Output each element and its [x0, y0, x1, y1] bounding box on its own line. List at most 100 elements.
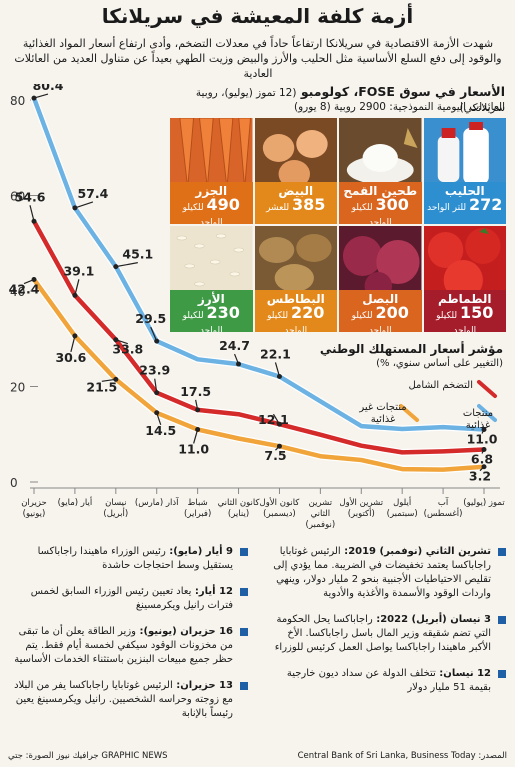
data-point — [154, 410, 160, 416]
data-label: 14.5 — [145, 423, 176, 438]
data-point — [72, 292, 78, 298]
data-point — [31, 218, 37, 224]
cpi-line-chart: 0 20 40 60 80 80.4 57.4 45.1 29.5 24.7 22.1 11.0 54… — [9, 84, 500, 494]
price-tile: طحين القمح 300 للكيلو الواحد — [339, 118, 422, 224]
events-right-column: تشرين الثاني (نوفمبر) 2019: الرئيس غوتاب… — [264, 542, 509, 704]
data-label: 17.5 — [180, 384, 211, 399]
event-text: راجاباكسا يحل الحكومة التي تضم شقيقه وزي… — [274, 614, 491, 653]
product-unit: للكيلو الواحد — [351, 203, 392, 224]
x-tick-label: شباط (فبراير) — [183, 498, 212, 519]
label-leader — [115, 262, 138, 268]
bullet-icon — [498, 616, 506, 624]
source-note: المصدر: Central Bank of Sri Lanka, Busin… — [297, 751, 507, 761]
y-tick-label: 60 — [10, 190, 25, 204]
data-point — [276, 443, 282, 449]
product-unit: للعشر — [266, 203, 292, 213]
product-name: الجزر — [195, 184, 228, 198]
timeline-event: 9 أيار (مايو): رئيس الوزراء ماهيندا راجا… — [6, 542, 251, 576]
event-text: الرئيس غوتابايا راجاباكسا يعتمد تخفيضات … — [273, 546, 491, 599]
event-date: 13 حزيران: — [172, 680, 233, 691]
data-point — [31, 95, 37, 101]
price-tile: البصل 200 للكيلو الواحد — [339, 226, 422, 332]
timeline-event: 12 نيسان: تتخلف الدولة عن سداد ديون خارج… — [264, 664, 509, 698]
price-label: البصل 200 للكيلو الواحد — [339, 290, 422, 332]
series-lines — [30, 95, 487, 474]
timeline-event: 12 أيار: يعاد تعيين رئيس الوزراء السابق … — [6, 582, 251, 616]
data-labels: 80.4 57.4 45.1 29.5 24.7 22.1 11.0 54.6 39.1 33.8… — [9, 84, 498, 484]
timeline-event: 3 نيسان (أبريل) 2022: راجاباكسا يحل الحك… — [264, 610, 509, 658]
bullet-icon — [498, 548, 506, 556]
event-date: 12 نيسان: — [435, 668, 491, 679]
y-tick-label: 20 — [10, 381, 25, 395]
event-text: تتخلف الدولة عن سداد ديون خارجية بقيمة 5… — [286, 668, 491, 693]
product-unit: للكيلو الواحد — [351, 311, 392, 332]
data-point — [195, 407, 201, 413]
data-label: 6.8 — [471, 452, 493, 467]
product-unit: للكيلو الواحد — [182, 203, 223, 224]
price-label: البيض 385 للعشر — [254, 182, 337, 224]
legend-swatches — [399, 380, 497, 422]
product-price: 220 — [291, 303, 325, 322]
price-tile: الجزر 490 للكيلو الواحد — [170, 118, 253, 224]
event-date: 16 حزيران (يونيو): — [135, 626, 233, 637]
product-name: البصل — [362, 292, 399, 306]
data-point — [276, 373, 282, 379]
data-label: 39.1 — [63, 263, 94, 278]
product-name: الحليب — [444, 184, 485, 198]
x-tick-label: أيار (مايو) — [57, 498, 93, 508]
y-axis: 0 20 40 60 80 — [10, 94, 25, 490]
price-tile: البطاطس 220 للكيلو الواحد — [254, 226, 337, 332]
data-point — [236, 361, 242, 367]
product-price: 385 — [292, 195, 326, 214]
product-price: 150 — [460, 303, 494, 322]
product-name: الطماطم — [437, 292, 492, 306]
data-label: 11.0 — [467, 431, 498, 446]
series-line — [31, 219, 487, 455]
intro-text: شهدت الأزمة الاقتصادية في سريلانكا ارتفا… — [14, 37, 502, 80]
daily-returns: العائدات اليومية النموذجية: 2900 روبية (… — [293, 101, 505, 113]
data-label: 30.6 — [55, 350, 86, 365]
label-leader — [29, 205, 35, 222]
price-label: طحين القمح 300 للكيلو الواحد — [339, 182, 422, 224]
market-price-grid: الجزر 490 للكيلو الواحد البيض 385 للعشر طحين… — [170, 118, 506, 332]
cpi-subtitle: (التغيير على أساس سنوي، %) — [376, 358, 503, 369]
data-point — [481, 426, 487, 432]
event-text: الرئيس غوتابايا راجاباكسا يفر من البلاد … — [14, 680, 233, 719]
legend-nonfood: منتجات غير غذائية — [359, 402, 407, 425]
data-point — [113, 376, 119, 382]
label-leader — [74, 279, 80, 296]
event-date: 9 أيار (مايو): — [165, 546, 233, 557]
data-label: 45.1 — [122, 247, 153, 262]
event-date: تشرين الثاني (نوفمبر) 2019: — [340, 546, 491, 557]
product-name: طحين القمح — [343, 184, 418, 198]
price-label: الجزر 490 للكيلو الواحد — [170, 182, 253, 224]
data-label: 24.7 — [219, 338, 250, 353]
data-point — [195, 426, 201, 432]
event-text: وزير الطاقة يعلن أن ما تبقى من مخزونات ا… — [14, 626, 233, 665]
event-text: يعاد تعيين رئيس الوزراء السابق لخمس فترا… — [30, 586, 233, 611]
product-price: 490 — [206, 195, 240, 214]
price-tile: الطماطم 150 للكيلو الواحد — [423, 226, 506, 332]
product-unit: للكيلو الواحد — [182, 311, 223, 332]
data-point — [481, 464, 487, 470]
data-label: 54.6 — [15, 189, 46, 204]
market-title: الأسعار في سوق FOSE، كولومبو (12 تموز (ي… — [195, 84, 505, 114]
label-leader — [74, 201, 94, 209]
product-price: 300 — [375, 195, 409, 214]
product-unit: للكيلو الواحد — [267, 311, 308, 332]
events-left-column: 9 أيار (مايو): رئيس الوزراء ماهيندا راجا… — [6, 542, 251, 730]
bullet-icon — [240, 588, 248, 596]
price-label: الحليب 272 للتر الواحد — [423, 182, 506, 224]
product-unit: للكيلو الواحد — [436, 311, 477, 332]
data-label: 7.5 — [264, 448, 286, 463]
product-name: البيض — [278, 184, 314, 198]
price-label: الأرز 230 للكيلو الواحد — [170, 290, 253, 332]
data-point — [72, 205, 78, 211]
data-label: 3.2 — [469, 469, 491, 484]
footer: المصدر: Central Bank of Sri Lanka, Busin… — [8, 751, 507, 763]
label-leader — [150, 326, 158, 342]
data-point — [113, 337, 119, 343]
data-label: 57.4 — [77, 186, 108, 201]
product-unit: للتر الواحد — [427, 203, 469, 213]
timeline-event: 16 حزيران (يونيو): وزير الطاقة يعلن أن م… — [6, 622, 251, 670]
